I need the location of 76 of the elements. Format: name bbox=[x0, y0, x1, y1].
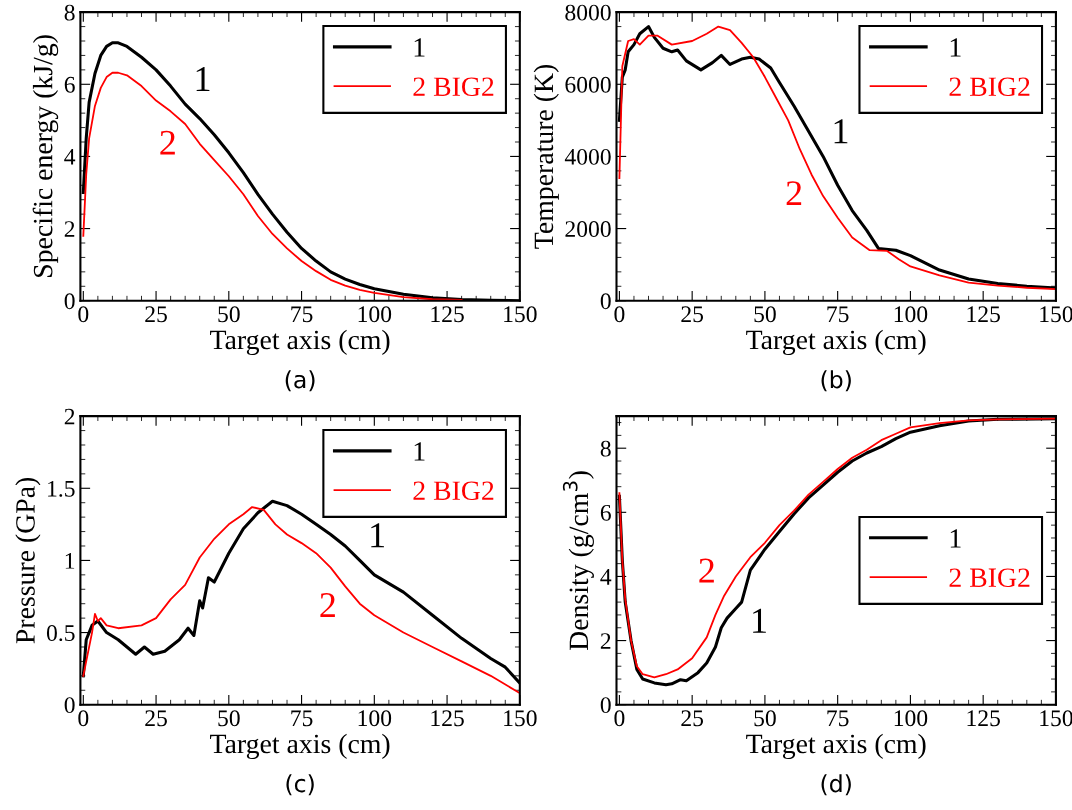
annotation: 2 bbox=[320, 593, 335, 617]
x-tick-label: 125 bbox=[431, 710, 464, 727]
x-tick-label: 100 bbox=[358, 306, 392, 323]
x-tick-label: 50 bbox=[218, 306, 240, 323]
x-tick-label: 50 bbox=[218, 710, 240, 727]
y-tick-label: 0.5 bbox=[46, 625, 75, 642]
x-tick-label: 75 bbox=[827, 710, 849, 727]
x-tick-label: 125 bbox=[967, 306, 1000, 323]
legend-label: 1 bbox=[950, 38, 961, 57]
x-tick-label: 25 bbox=[681, 710, 704, 727]
y-tick-label: 0 bbox=[600, 293, 611, 310]
x-tick-label: 75 bbox=[827, 306, 849, 323]
y-tick-label: 1 bbox=[65, 553, 75, 569]
x-tick-label: 50 bbox=[754, 710, 776, 727]
annotation: 2 bbox=[786, 181, 802, 206]
legend-label: 1 bbox=[414, 442, 425, 461]
y-tick-label: 8 bbox=[64, 4, 75, 21]
y-axis-title: Density (g/cm$^{3}$) bbox=[562, 471, 594, 651]
annotation: 2 bbox=[699, 558, 714, 583]
x-tick-label: 50 bbox=[754, 306, 776, 323]
x-axis-title: Target axis (cm) bbox=[746, 329, 926, 356]
y-axis-title: Temperature (K) bbox=[533, 64, 559, 249]
x-tick-label: 125 bbox=[967, 710, 1000, 727]
y-tick-label: 8 bbox=[600, 440, 611, 457]
annotation: 1 bbox=[371, 523, 384, 548]
annotation: 2 bbox=[160, 130, 175, 155]
legend-label: 2 BIG2 bbox=[413, 481, 494, 501]
x-tick-label: 0 bbox=[78, 710, 89, 727]
y-tick-label: 6 bbox=[64, 76, 75, 93]
y-tick-label: 2000 bbox=[565, 221, 611, 237]
y-tick-label: 4 bbox=[600, 569, 612, 585]
annotation: 1 bbox=[753, 608, 766, 633]
y-tick-label: 2 bbox=[64, 221, 75, 237]
x-tick-label: 75 bbox=[291, 710, 313, 727]
y-tick-label: 4000 bbox=[564, 148, 611, 165]
text: (d) bbox=[821, 774, 851, 796]
text: (b) bbox=[821, 370, 851, 392]
x-tick-label: 0 bbox=[78, 306, 89, 323]
y-axis-title: Specific energy (kJ/g) bbox=[32, 35, 59, 277]
y-tick-label: 4 bbox=[64, 149, 76, 165]
y-tick-label: 2 bbox=[600, 633, 611, 649]
x-tick-label: 0 bbox=[614, 710, 625, 727]
y-tick-label: 0 bbox=[64, 293, 75, 310]
x-tick-label: 75 bbox=[291, 306, 313, 323]
x-tick-label: 150 bbox=[1040, 306, 1072, 323]
legend-label: 2 BIG2 bbox=[413, 77, 494, 97]
annotation: 1 bbox=[834, 119, 848, 144]
y-tick-label: 1.5 bbox=[48, 480, 75, 497]
legend-label: 1 bbox=[950, 529, 961, 548]
x-tick-label: 25 bbox=[681, 306, 704, 323]
x-axis-title: Target axis (cm) bbox=[746, 733, 926, 760]
x-tick-label: 25 bbox=[145, 710, 167, 727]
x-tick-label: 125 bbox=[431, 306, 464, 323]
y-axis-title: Pressure (GPa) bbox=[15, 477, 41, 644]
x-tick-label: 150 bbox=[504, 710, 537, 727]
x-tick-label: 0 bbox=[614, 306, 625, 323]
x-tick-label: 100 bbox=[894, 710, 928, 727]
legend-label: 2 BIG2 bbox=[949, 77, 1030, 97]
y-tick-label: 0 bbox=[600, 697, 611, 714]
x-tick-label: 150 bbox=[504, 306, 537, 323]
x-tick-label: 150 bbox=[1040, 710, 1072, 727]
x-tick-label: 100 bbox=[894, 306, 928, 323]
x-tick-label: 25 bbox=[145, 306, 167, 323]
y-tick-label: 6000 bbox=[565, 76, 611, 93]
text: (c) bbox=[286, 774, 314, 796]
annotation: 1 bbox=[196, 67, 210, 91]
legend-label: 2 BIG2 bbox=[949, 568, 1030, 588]
y-tick-label: 6 bbox=[600, 504, 611, 521]
x-axis-title: Target axis (cm) bbox=[210, 733, 390, 760]
y-tick-label: 8000 bbox=[565, 4, 611, 21]
x-axis-title: Target axis (cm) bbox=[210, 329, 390, 356]
x-tick-label: 100 bbox=[358, 710, 392, 727]
y-tick-label: 2 bbox=[64, 408, 75, 425]
legend-label: 1 bbox=[414, 38, 425, 57]
y-tick-label: 0 bbox=[64, 697, 75, 714]
text: (a) bbox=[285, 370, 315, 392]
